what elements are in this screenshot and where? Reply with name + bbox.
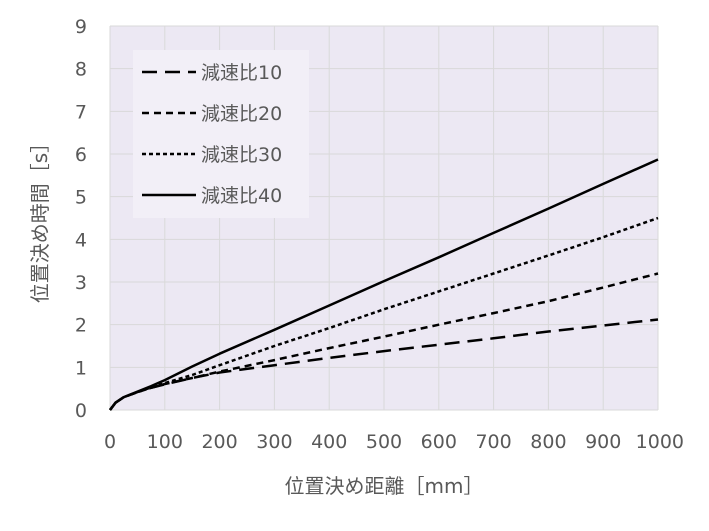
series-lines	[109, 158, 659, 411]
series-line-3	[109, 216, 659, 411]
x-axis-title: 位置決め距離［mm］	[285, 474, 484, 498]
y-tick-label: 7	[75, 101, 87, 123]
y-axis-ticks: 0 1 2 3 4 5 6 7 8 9	[75, 16, 87, 422]
x-tick-label: 600	[421, 431, 457, 453]
x-tick-label: 300	[256, 431, 292, 453]
y-tick-label: 3	[75, 272, 87, 294]
x-tick-label: 0	[104, 431, 116, 453]
x-tick-label: 800	[530, 431, 566, 453]
x-tick-label: 700	[475, 431, 511, 453]
y-tick-label: 1	[75, 357, 87, 379]
y-tick-label: 2	[75, 315, 87, 337]
y-tick-label: 4	[75, 229, 87, 251]
x-tick-label: 500	[366, 431, 402, 453]
x-tick-label: 100	[147, 431, 183, 453]
x-tick-label: 400	[311, 431, 347, 453]
y-tick-label: 9	[75, 16, 87, 38]
y-tick-label: 8	[75, 59, 87, 81]
x-axis-ticks: 0 100 200 300 400 500 600 700 800 900 1000	[104, 431, 684, 453]
legend-label: 減速比10	[201, 62, 282, 84]
legend-label: 減速比30	[201, 144, 282, 166]
x-tick-label: 1000	[636, 431, 684, 453]
legend-label: 減速比40	[201, 185, 282, 207]
y-tick-label: 0	[75, 400, 87, 422]
legend-label: 減速比20	[201, 103, 282, 125]
y-tick-label: 5	[75, 187, 87, 209]
y-tick-label: 6	[75, 144, 87, 166]
series-line-4	[109, 158, 659, 411]
legend: 減速比10 減速比20 減速比30 減速比40	[133, 50, 309, 218]
x-tick-label: 200	[201, 431, 237, 453]
x-tick-label: 900	[585, 431, 621, 453]
legend-box	[133, 50, 309, 218]
y-axis-title: 位置決め時間［s］	[28, 133, 52, 303]
